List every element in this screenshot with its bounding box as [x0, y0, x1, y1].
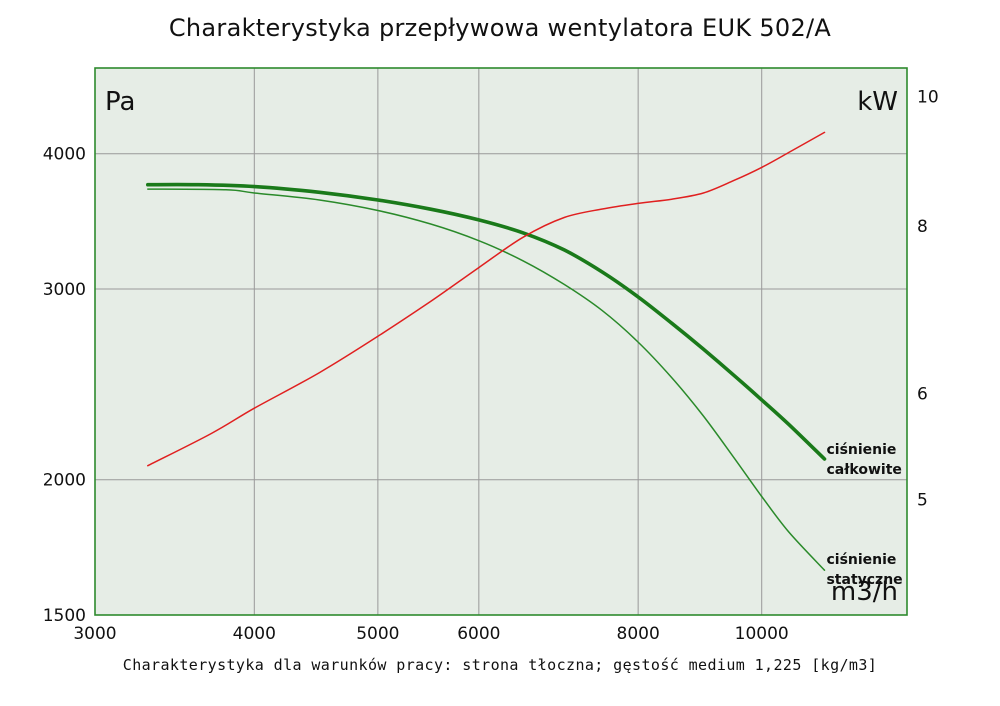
y-left-tick-label: 2000 [43, 471, 86, 491]
x-tick-label: 4000 [233, 624, 276, 644]
y-left-unit-label: Pa [105, 87, 135, 117]
x-tick-label: 3000 [73, 624, 116, 644]
chart-footnote: Charakterystyka dla warunków pracy: stro… [122, 656, 878, 674]
plot-background [95, 68, 907, 615]
x-tick-label: 8000 [617, 624, 660, 644]
series-label-1: statyczne [826, 572, 902, 588]
x-tick-label: 10000 [735, 624, 789, 644]
series-line-1 [147, 188, 826, 571]
x-tick-label: 5000 [356, 624, 399, 644]
x-unit-label: m3/h [831, 577, 898, 607]
y-right-unit-label: kW [857, 87, 898, 117]
series-label-0: ciśnienie [826, 442, 896, 458]
y-right-tick-label: 5 [917, 491, 928, 511]
y-left-tick-label: 4000 [43, 145, 86, 165]
y-left-tick-label: 3000 [43, 280, 86, 300]
series-line-0 [146, 182, 827, 461]
series-label-1: ciśnienie [826, 552, 896, 568]
chart-title: Charakterystyka przepływowa wentylatora … [168, 14, 832, 42]
plot-frame [94, 67, 908, 616]
y-right-tick-label: 8 [917, 217, 928, 237]
y-left-tick-label: 1500 [43, 606, 86, 626]
series-label-0: całkowite [826, 462, 901, 478]
series-line-2 [147, 131, 826, 467]
y-right-tick-label: 6 [917, 385, 928, 405]
y-right-tick-label: 10 [917, 87, 939, 107]
x-tick-label: 6000 [457, 624, 500, 644]
